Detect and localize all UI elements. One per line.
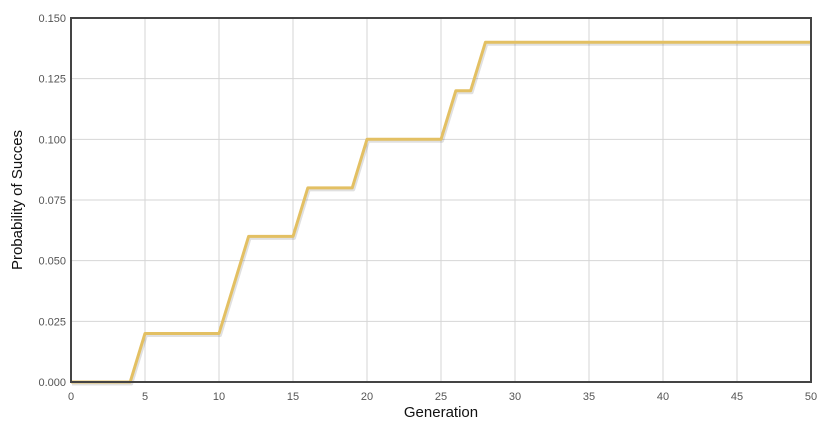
tick-labels: 0 5 10 15 20 25 30 35 40 45 50 0.000 0.025 0.050 0.075…: [38, 13, 817, 403]
x-tick-label: 45: [731, 391, 743, 403]
x-tick-label: 50: [805, 391, 817, 403]
y-tick-label: 0.025: [38, 316, 66, 328]
x-tick-label: 20: [361, 391, 373, 403]
series-layer: [71, 40, 812, 386]
x-tick-label: 15: [287, 391, 299, 403]
x-tick-label: 10: [213, 391, 225, 403]
y-tick-label: 0.000: [38, 377, 66, 389]
y-tick-label: 0.125: [38, 74, 66, 86]
series-line: [71, 40, 811, 384]
y-tick-label: 0.075: [38, 195, 66, 207]
y-tick-label: 0.150: [38, 13, 66, 25]
x-tick-label: 5: [142, 391, 148, 403]
x-tick-label: 0: [68, 391, 74, 403]
y-tick-label: 0.050: [38, 256, 66, 268]
x-tick-label: 25: [435, 391, 447, 403]
x-tick-label: 30: [509, 391, 521, 403]
plot-border: [70, 17, 812, 383]
y-tick-label: 0.100: [38, 134, 66, 146]
y-axis-title: Probability of Succes: [9, 130, 26, 270]
x-tick-label: 35: [583, 391, 595, 403]
x-tick-label: 40: [657, 391, 669, 403]
x-axis-title: Generation: [404, 404, 478, 421]
